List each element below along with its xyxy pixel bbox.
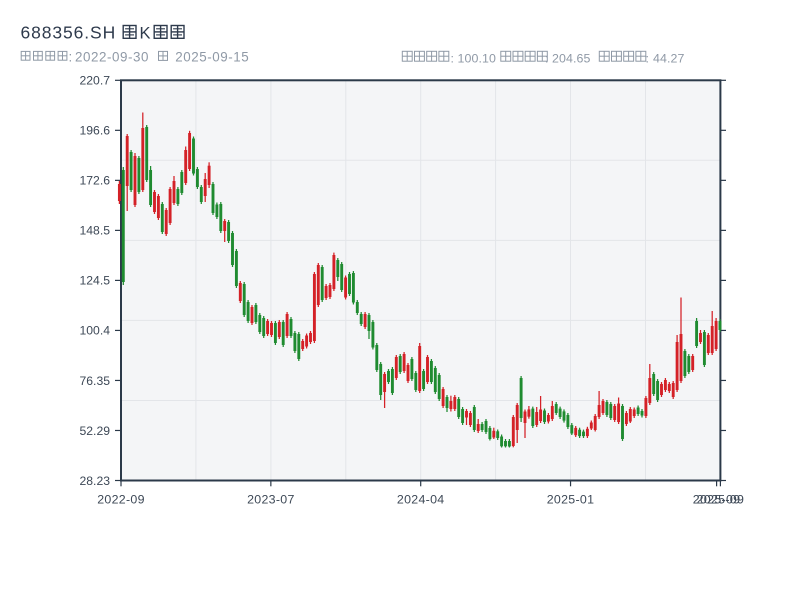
svg-text:100.10: 100.10 — [458, 52, 497, 66]
svg-text:K: K — [140, 24, 151, 42]
svg-text:2025-09-15: 2025-09-15 — [175, 49, 249, 64]
svg-text:28.23: 28.23 — [80, 474, 111, 488]
svg-text::: : — [69, 49, 73, 64]
svg-text:124.5: 124.5 — [80, 274, 111, 288]
svg-text:2025-01: 2025-01 — [547, 493, 595, 507]
svg-text:2024-04: 2024-04 — [397, 493, 445, 507]
svg-text:2022-09: 2022-09 — [97, 493, 145, 507]
svg-text:220.7: 220.7 — [80, 74, 111, 88]
svg-text:2022-09-30: 2022-09-30 — [75, 49, 149, 64]
svg-text:52.29: 52.29 — [80, 424, 111, 438]
svg-text:2025-09: 2025-09 — [697, 493, 745, 507]
svg-text:2023-07: 2023-07 — [247, 493, 295, 507]
svg-text::: : — [451, 52, 454, 66]
svg-text:196.6: 196.6 — [80, 124, 111, 138]
svg-text::: : — [646, 52, 649, 66]
svg-text:100.4: 100.4 — [80, 324, 111, 338]
svg-text:2025-09: 2025-09 — [693, 493, 741, 507]
svg-text:688356.SH: 688356.SH — [21, 22, 117, 42]
svg-text:204.65: 204.65 — [552, 52, 591, 66]
svg-text::: : — [545, 52, 548, 66]
svg-text:172.6: 172.6 — [80, 174, 111, 188]
svg-text:148.5: 148.5 — [80, 224, 111, 238]
svg-text:76.35: 76.35 — [80, 374, 111, 388]
svg-text:44.27: 44.27 — [653, 52, 685, 66]
